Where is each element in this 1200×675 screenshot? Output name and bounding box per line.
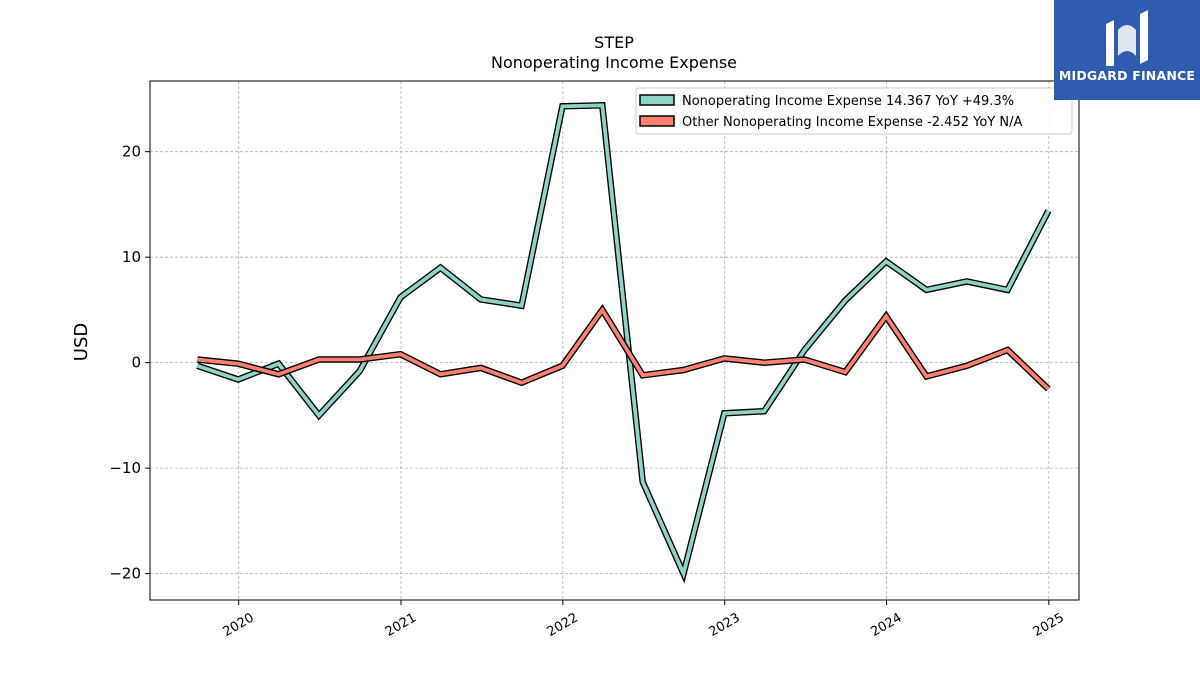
legend-label-1: Other Nonoperating Income Expense -2.452…: [682, 115, 1022, 130]
grid-lines: [150, 81, 1079, 600]
y-tick-label: 20: [122, 143, 141, 161]
chart-title: STEP: [594, 33, 634, 52]
legend: Nonoperating Income Expense 14.367 YoY +…: [635, 87, 1073, 135]
x-tick-label: 2024: [868, 610, 904, 640]
axes: 2020 2021 2022 2023 2024 2025 20 10 0 −10 −20: [109, 143, 1067, 640]
y-tick-label: −20: [109, 565, 141, 583]
midgard-logo-icon: [1106, 10, 1148, 66]
plot-frame: [149, 80, 1080, 601]
x-tick-label: 2020: [221, 610, 257, 640]
legend-swatch-1: [639, 115, 675, 127]
y-tick-label: 0: [131, 354, 141, 372]
y-axis-label: USD: [71, 323, 92, 361]
series-layer: [196, 101, 1052, 584]
series-line-0: [196, 103, 1051, 580]
brand-name: MIDGARD FINANCE: [1058, 68, 1196, 83]
y-tick-label: −10: [109, 459, 141, 477]
x-tick-label: 2022: [545, 610, 581, 640]
legend-box: [635, 87, 1073, 135]
x-tick-label: 2021: [383, 610, 419, 640]
chart-subtitle: Nonoperating Income Expense: [491, 53, 737, 72]
series-line-1: [197, 306, 1050, 391]
legend-label-0: Nonoperating Income Expense 14.367 YoY +…: [682, 94, 1014, 109]
x-tick-label: 2023: [707, 610, 743, 640]
y-tick-label: 10: [122, 248, 141, 266]
x-tick-label: 2025: [1031, 610, 1067, 640]
brand-logo: MIDGARD FINANCE: [1054, 0, 1200, 100]
legend-swatch-0: [639, 94, 675, 106]
